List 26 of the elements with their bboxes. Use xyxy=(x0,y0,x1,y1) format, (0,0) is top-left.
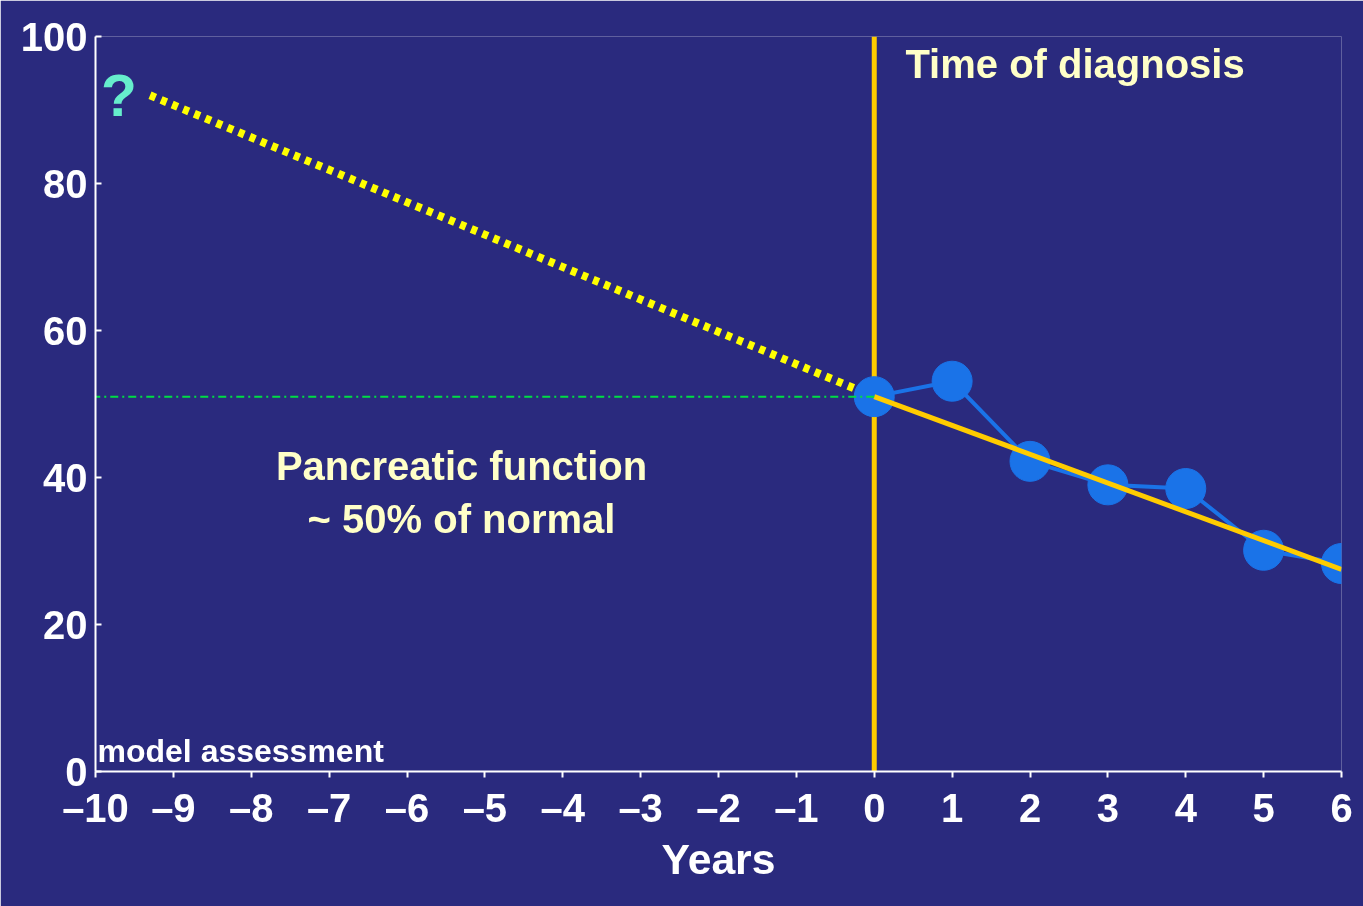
x-tick-label: 2 xyxy=(1018,785,1042,830)
x-tick-label: –9 xyxy=(151,785,196,830)
x-tick-label: –4 xyxy=(540,785,586,830)
x-tick-label: 4 xyxy=(1174,785,1198,830)
x-tick-label: –1 xyxy=(774,785,819,830)
y-tick-label: 20 xyxy=(43,602,88,647)
y-tick-label: 100 xyxy=(20,14,88,59)
x-tick-label: 5 xyxy=(1252,785,1275,830)
x-tick-label: 3 xyxy=(1096,785,1119,830)
x-tick-label: 0 xyxy=(863,785,886,830)
y-tick-label: 40 xyxy=(43,455,88,500)
x-axis-title: Years xyxy=(661,834,776,883)
y-tick-label: 80 xyxy=(43,161,88,206)
x-tick-label: –8 xyxy=(229,785,274,830)
x-tick-label: 6 xyxy=(1330,785,1353,830)
annotation: model assessment xyxy=(97,732,385,769)
x-tick-label: –6 xyxy=(384,785,430,830)
y-tick-label: 60 xyxy=(43,308,88,353)
x-tick-label: –5 xyxy=(462,785,508,830)
x-tick-label: –3 xyxy=(618,785,663,830)
ref-line-label: Time of diagnosis xyxy=(905,41,1245,86)
x-tick-label: –2 xyxy=(696,785,741,830)
x-tick-label: –7 xyxy=(306,785,352,830)
annotation: ? xyxy=(100,62,137,128)
x-tick-label: 1 xyxy=(941,785,964,830)
annotation: Pancreatic function ~ 50% of normal xyxy=(275,443,648,541)
